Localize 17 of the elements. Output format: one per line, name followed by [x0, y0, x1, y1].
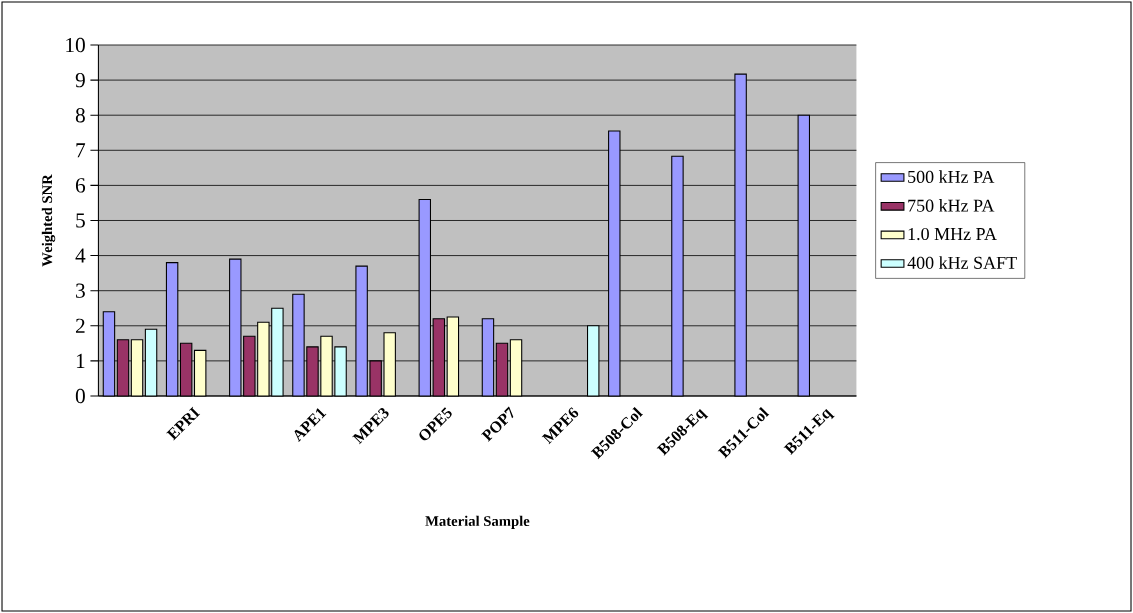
y-tick-label: 2 — [75, 318, 85, 333]
y-tick-label: 0 — [75, 388, 85, 404]
x-axis-title: Material Sample — [425, 515, 530, 529]
y-tick-label: 4 — [75, 248, 86, 263]
y-tick-label: 5 — [76, 213, 85, 228]
y-tick-label: 8 — [75, 108, 85, 123]
y-tick-label: 6 — [75, 178, 86, 193]
legend-label: 1.0 MHz PA — [908, 227, 997, 241]
y-tick-label: 3 — [76, 283, 85, 298]
y-axis-title: Weighted SNR — [41, 174, 56, 267]
legend-label: 500 kHz PA — [908, 170, 995, 183]
y-tick-label: 9 — [75, 72, 85, 88]
y-tick-label: 1 — [76, 353, 85, 368]
legend-label: 400 kHz SAFT — [907, 256, 1017, 269]
y-tick-label: 7 — [76, 143, 86, 158]
legend-label: 750 kHz PA — [908, 199, 995, 212]
y-tick-label: 10 — [66, 37, 85, 53]
